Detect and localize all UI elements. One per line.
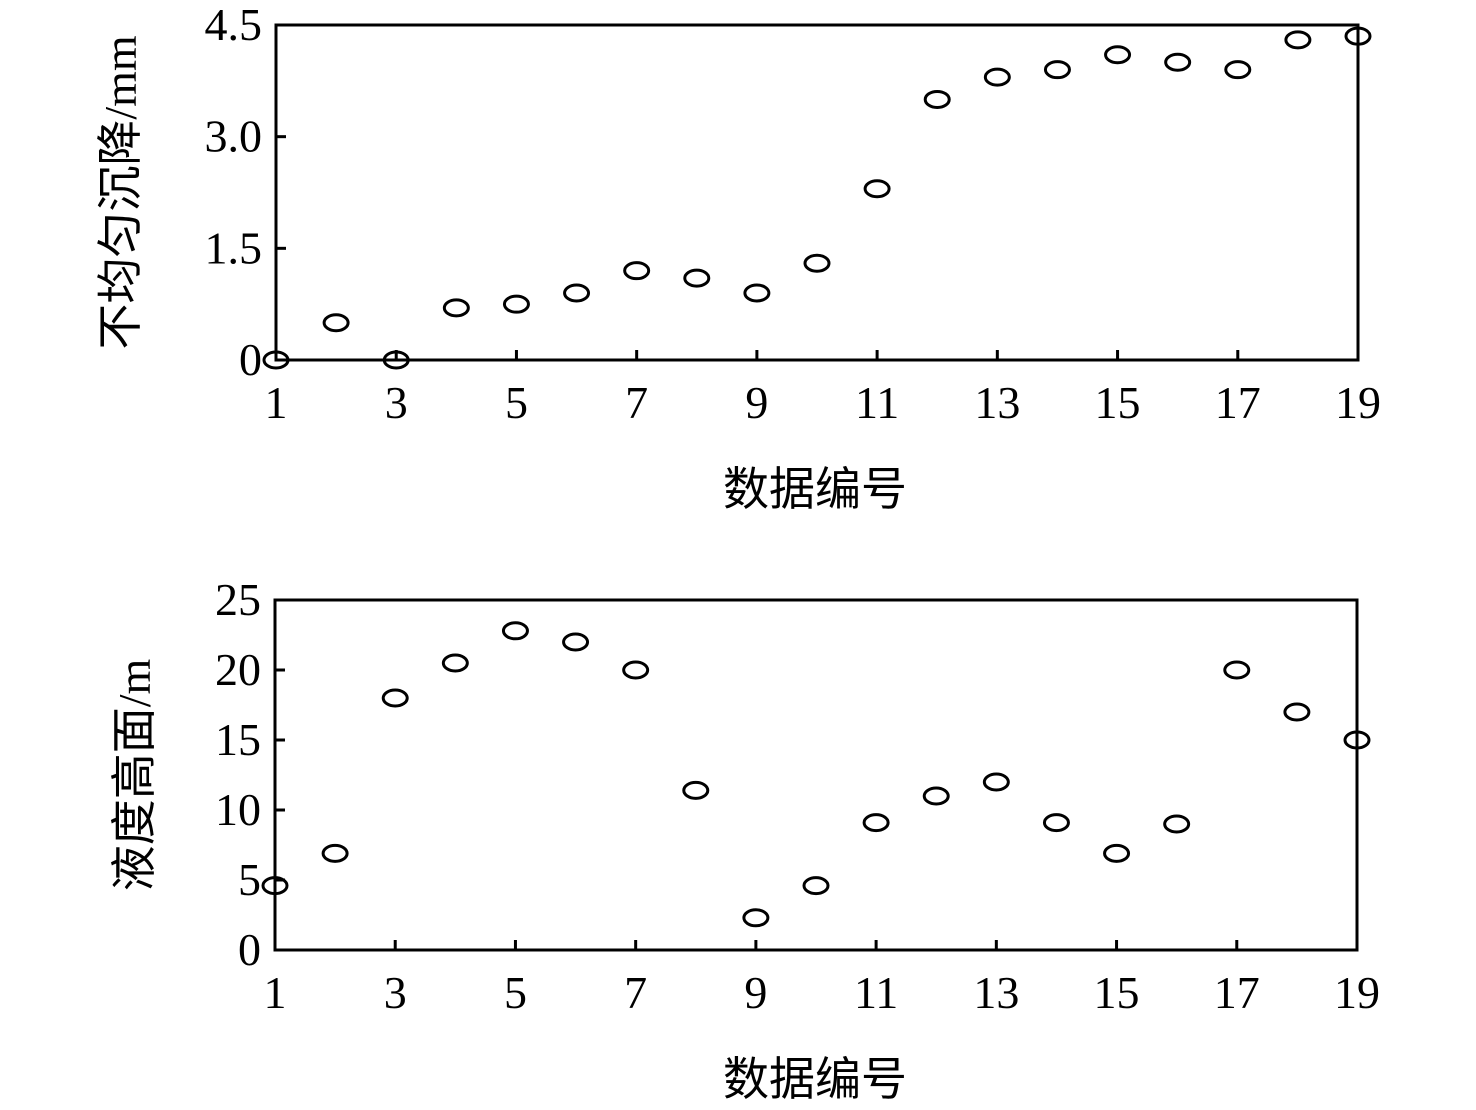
x-tick-label: 19 — [1334, 967, 1380, 1018]
x-tick-label: 17 — [1215, 377, 1261, 428]
y-tick-label: 3.0 — [205, 111, 263, 162]
y-tick-label: 0 — [239, 334, 262, 385]
x-tick-label: 9 — [744, 967, 767, 1018]
marker — [321, 843, 349, 863]
x-tick-label: 15 — [1095, 377, 1141, 428]
marker — [862, 813, 890, 833]
marker — [261, 876, 289, 896]
marker — [802, 876, 830, 896]
y-axis-title: 液度高面/m — [109, 659, 160, 892]
x-tick-label: 7 — [624, 967, 647, 1018]
x-tick-label: 1 — [265, 377, 288, 428]
x-tick-label: 17 — [1214, 967, 1260, 1018]
y-tick-label: 25 — [215, 574, 261, 625]
marker — [502, 294, 530, 314]
marker — [1344, 26, 1372, 46]
y-tick-label: 10 — [215, 784, 261, 835]
y-tick-label: 4.5 — [205, 0, 263, 50]
y-tick-label: 15 — [215, 714, 261, 765]
x-tick-label: 19 — [1335, 377, 1381, 428]
marker — [381, 688, 409, 708]
x-tick-label: 3 — [384, 967, 407, 1018]
x-tick-label: 13 — [973, 967, 1019, 1018]
marker — [622, 660, 650, 680]
y-tick-label: 0 — [238, 924, 261, 975]
x-axis-title: 数据编号 — [723, 464, 907, 515]
x-tick-label: 15 — [1094, 967, 1140, 1018]
marker — [1164, 52, 1192, 72]
x-axis-title: 数据编号 — [723, 1054, 907, 1105]
plot-frame — [274, 23, 1360, 362]
marker — [1043, 60, 1071, 80]
x-tick-label: 5 — [504, 967, 527, 1018]
x-tick-label: 11 — [855, 377, 899, 428]
x-tick-label: 3 — [385, 377, 408, 428]
marker — [262, 350, 290, 370]
y-tick-label: 20 — [215, 644, 261, 695]
marker — [623, 261, 651, 281]
marker — [441, 653, 469, 673]
marker — [562, 632, 590, 652]
marker — [743, 283, 771, 303]
marker — [1042, 813, 1070, 833]
plot-frame — [273, 598, 1359, 952]
x-tick-label: 7 — [625, 377, 648, 428]
x-tick-label: 1 — [264, 967, 287, 1018]
marker — [1343, 730, 1371, 750]
marker — [863, 179, 891, 199]
y-tick-label: 1.5 — [205, 222, 263, 273]
marker — [322, 313, 350, 333]
y-tick-label: 5 — [238, 854, 261, 905]
marker — [742, 908, 770, 928]
marker — [803, 253, 831, 273]
x-tick-label: 13 — [974, 377, 1020, 428]
marker — [442, 298, 470, 318]
y-axis-title: 不均匀沉降/mm — [95, 35, 146, 350]
marker — [1163, 814, 1191, 834]
marker — [1284, 30, 1312, 50]
marker — [1103, 843, 1131, 863]
marker — [1224, 60, 1252, 80]
marker — [1223, 660, 1251, 680]
marker — [1104, 45, 1132, 65]
x-tick-label: 11 — [854, 967, 898, 1018]
marker — [563, 283, 591, 303]
marker — [1283, 702, 1311, 722]
x-tick-label: 9 — [745, 377, 768, 428]
marker — [922, 786, 950, 806]
marker — [382, 350, 410, 370]
marker — [682, 780, 710, 800]
marker — [501, 621, 529, 641]
marker — [683, 268, 711, 288]
marker — [923, 89, 951, 109]
marker — [982, 772, 1010, 792]
x-tick-label: 5 — [505, 377, 528, 428]
marker — [983, 67, 1011, 87]
